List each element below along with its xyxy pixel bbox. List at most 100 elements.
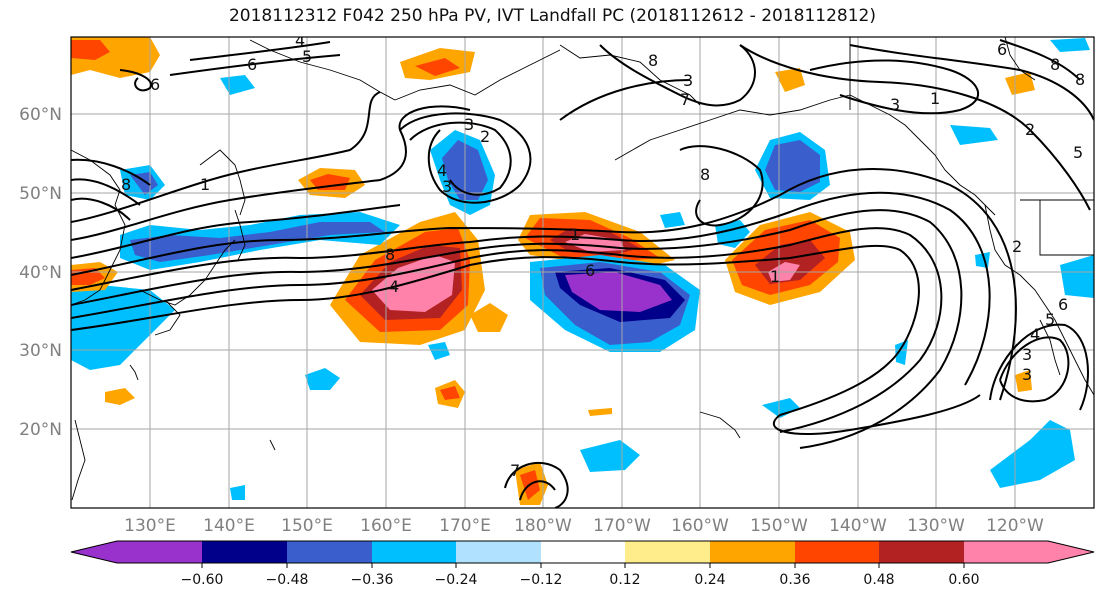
contour-label: 3 [1022, 365, 1032, 384]
contour-label: 7 [680, 90, 690, 109]
contour-label: 1 [200, 175, 210, 194]
anomaly-negative [428, 342, 450, 360]
anomaly-negative [565, 272, 672, 312]
anomaly-negative [950, 125, 998, 145]
anomaly-negative [895, 340, 908, 365]
colorbar-segment [372, 541, 456, 563]
anomaly-positive [775, 68, 805, 92]
anomaly-positive [105, 388, 135, 405]
anomaly-positive [1005, 72, 1035, 95]
colorbar-segment [879, 541, 964, 563]
contour-label: 6 [247, 55, 257, 74]
contour-label: 5 [302, 47, 312, 66]
lon-label: 130°W [907, 516, 965, 536]
colorbar-segment [541, 541, 625, 563]
contour-label: 1 [770, 267, 780, 286]
anomaly-negative [1050, 38, 1090, 52]
contour-label: 4 [295, 31, 305, 50]
anomaly-positive [1015, 370, 1032, 392]
colorbar-tick-label: −0.12 [520, 572, 563, 588]
lon-label: 150°E [281, 516, 333, 536]
lon-label: 120°W [986, 516, 1044, 536]
colorbar-tick-label: 0.24 [694, 572, 725, 588]
contour-label: 6 [997, 40, 1007, 59]
contour-label: 3 [683, 71, 693, 90]
contour-label: 6 [1058, 295, 1068, 314]
anomaly-negative [130, 172, 158, 195]
colorbar-segment [964, 541, 1094, 563]
lon-label: 160°E [360, 516, 412, 536]
anomaly-negative [762, 398, 800, 418]
lon-label: 180°W [514, 516, 572, 536]
anomaly-positive [470, 303, 508, 332]
colorbar-segment [456, 541, 541, 563]
lat-label: 40°N [19, 263, 62, 283]
contour-label: 8 [1050, 55, 1060, 74]
colorbar-segment [71, 541, 202, 563]
anomaly-negative [130, 222, 385, 262]
contour-label: 8 [121, 175, 131, 194]
contour-label: 6 [150, 75, 160, 94]
anomaly-positive [310, 174, 350, 190]
contour-label: 2 [1012, 237, 1022, 256]
lon-label: 150°W [750, 516, 808, 536]
colorbar-outline [70, 540, 1095, 564]
contour-label: 5 [1045, 310, 1055, 329]
contour-label: 8 [1075, 70, 1085, 89]
anomaly-negative [305, 368, 340, 390]
anomaly-negative [660, 212, 685, 228]
anomaly-negative [1060, 255, 1094, 298]
colorbar-segment [710, 541, 795, 563]
anomaly-negative [580, 440, 640, 472]
anomaly-positive [440, 386, 460, 400]
anomaly-positive [71, 40, 110, 60]
longitude-labels: 130°E 140°E 150°E 160°E 170°E 180°W 170°… [124, 516, 1044, 536]
anomaly-positive [588, 408, 612, 416]
colorbar: −0.60 −0.48 −0.36 −0.24 −0.12 0.12 0.24 … [70, 540, 1095, 588]
map-title: 2018112312 F042 250 hPa PV, IVT Landfall… [228, 6, 876, 26]
contour-label: 1 [570, 225, 580, 244]
contour-label: 3 [1022, 345, 1032, 364]
pv-contour-labels: 4 5 6 6 3 2 3 4 8 1 8 6 1 3 7 8 8 3 1 2 … [121, 31, 1085, 480]
lon-label: 140°W [829, 516, 887, 536]
anomaly-positive [372, 255, 455, 312]
contour-label: 3 [890, 95, 900, 114]
colorbar-segment [287, 541, 372, 563]
pv-contours [71, 39, 1094, 508]
contour-label: 7 [510, 461, 520, 480]
contour-label: 4 [437, 161, 447, 180]
colorbar-segment [202, 541, 287, 563]
anomaly-negative [71, 285, 175, 370]
lat-label: 50°N [19, 184, 62, 204]
contour-label: 4 [1030, 325, 1040, 344]
contour-label: 8 [648, 51, 658, 70]
colorbar-tick-label: 0.60 [948, 572, 979, 588]
lon-label: 170°E [439, 516, 491, 536]
colorbar-tick-label: 0.48 [863, 572, 894, 588]
lat-label: 20°N [19, 420, 62, 440]
map-frame [70, 36, 1095, 509]
contour-label: 3 [442, 177, 452, 196]
contour-label: 1 [930, 89, 940, 108]
anomaly-negative [230, 485, 245, 500]
colorbar-segment [795, 541, 879, 563]
colorbar-tick-label: −0.24 [435, 572, 478, 588]
latitude-labels: 60°N 50°N 40°N 30°N 20°N [19, 105, 62, 440]
colorbar-tick-label: −0.60 [181, 572, 224, 588]
contour-label: 5 [1073, 143, 1083, 162]
colorbar-segment [625, 541, 710, 563]
anomaly-positive [415, 58, 460, 76]
colorbar-tick-label: −0.48 [266, 572, 309, 588]
colorbar-tick-label: 0.12 [609, 572, 640, 588]
contour-label: 2 [480, 127, 490, 146]
contour-label: 3 [464, 115, 474, 134]
anomaly-negative [990, 420, 1075, 488]
lon-label: 170°W [593, 516, 651, 536]
lon-label: 140°E [203, 516, 255, 536]
lon-label: 160°W [671, 516, 729, 536]
lat-label: 30°N [19, 341, 62, 361]
contour-label: 2 [1025, 120, 1035, 139]
lat-label: 60°N [19, 105, 62, 125]
contour-label: 8 [700, 165, 710, 184]
